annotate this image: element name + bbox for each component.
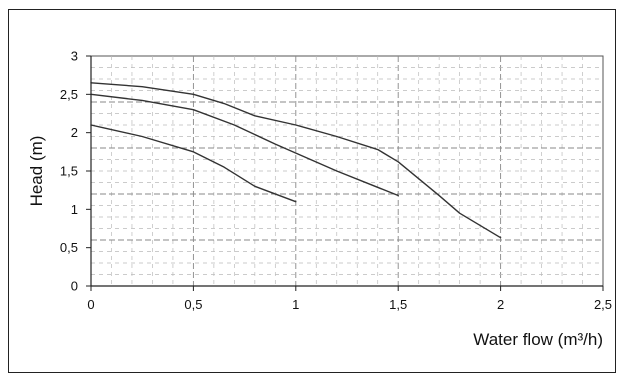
y-tick-label: 1 bbox=[71, 202, 78, 217]
x-ticks: 0 0,5 1 1,5 2 2,5 bbox=[87, 286, 612, 312]
y-tick-label: 3 bbox=[71, 49, 78, 64]
y-axis-label: Head (m) bbox=[27, 136, 46, 207]
y-tick-label: 0 bbox=[71, 279, 78, 294]
y-tick-label: 2 bbox=[71, 125, 78, 140]
series-line-1 bbox=[90, 124, 297, 203]
x-tick-label: 0,5 bbox=[184, 297, 202, 312]
series-line-3 bbox=[90, 82, 502, 239]
x-tick-label: 2,5 bbox=[594, 297, 612, 312]
grid bbox=[91, 56, 603, 286]
x-tick-label: 0 bbox=[87, 297, 94, 312]
x-tick-label: 2 bbox=[497, 297, 504, 312]
x-tick-label: 1 bbox=[292, 297, 299, 312]
series-layer bbox=[90, 82, 502, 239]
y-tick-label: 0,5 bbox=[60, 240, 78, 255]
x-tick-label: 1,5 bbox=[389, 297, 407, 312]
y-tick-label: 1,5 bbox=[60, 164, 78, 179]
y-tick-label: 2,5 bbox=[60, 87, 78, 102]
series-line-2 bbox=[90, 93, 399, 197]
x-axis-label: Water flow (m³/h) bbox=[473, 330, 603, 349]
y-ticks: 0 0,5 1 1,5 2 2,5 3 bbox=[60, 49, 91, 294]
